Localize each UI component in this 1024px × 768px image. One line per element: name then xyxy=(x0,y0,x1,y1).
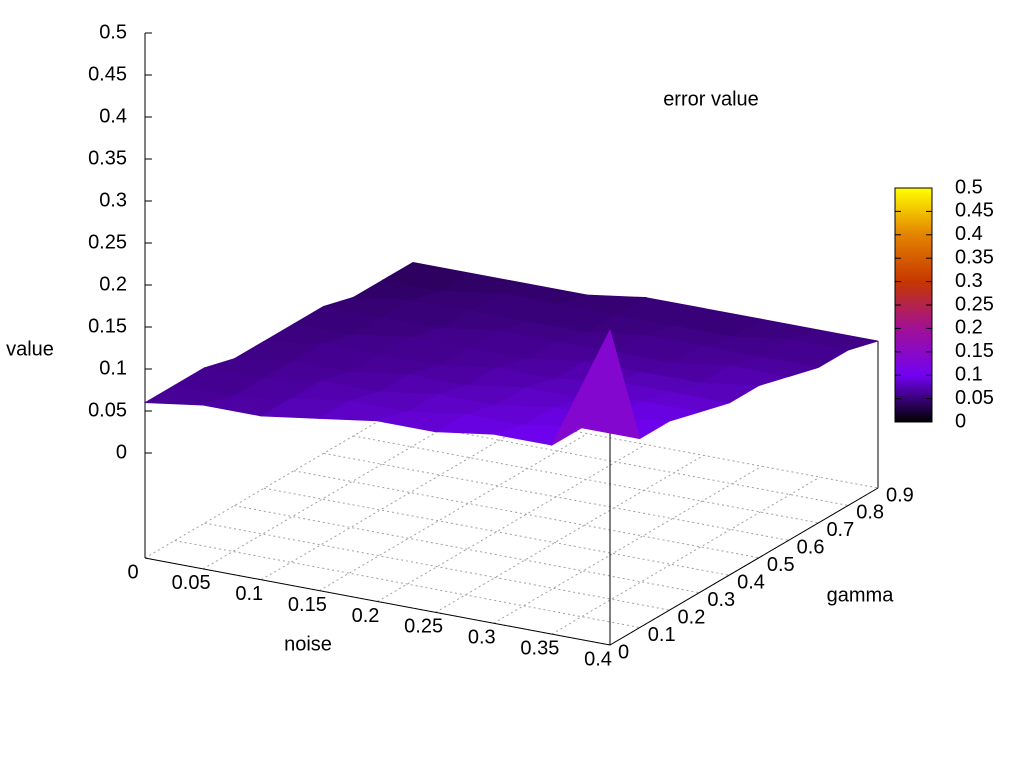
grid-line xyxy=(202,411,472,570)
colorbar-tick-label: 0.5 xyxy=(955,176,983,198)
grid-line xyxy=(377,444,646,602)
y-tick-label: 0.2 xyxy=(678,606,706,628)
grid-line xyxy=(383,417,849,506)
grid-line xyxy=(493,465,763,624)
colorbar-tick-label: 0.35 xyxy=(955,246,994,268)
x-tick-label: 0.25 xyxy=(404,616,443,638)
y-tick-label: 0.3 xyxy=(707,589,735,611)
y-tick-label: 0.7 xyxy=(826,519,854,541)
x-tick-label: 0.05 xyxy=(172,572,211,594)
grid-line xyxy=(204,522,670,611)
y-axis-label: gamma xyxy=(827,584,895,606)
colorbar-tick-label: 0.4 xyxy=(955,223,983,245)
grid-line xyxy=(293,470,759,559)
grid-line xyxy=(353,435,819,524)
x-tick-label: 0 xyxy=(127,561,138,583)
colorbar-tick-label: 0.2 xyxy=(955,317,983,339)
colorbar-tick-label: 0.25 xyxy=(955,293,994,315)
z-tick-label: 0 xyxy=(116,441,127,463)
grid-line xyxy=(174,540,640,629)
z-tick-label: 0.5 xyxy=(99,21,127,43)
surface-patch xyxy=(550,328,641,447)
z-tick-label: 0.3 xyxy=(99,189,127,211)
y-tick-label: 0.5 xyxy=(767,554,795,576)
y-tick-label: 0.6 xyxy=(797,537,825,559)
colorbar xyxy=(894,187,933,423)
grid-line xyxy=(551,476,821,635)
chart-title: error value xyxy=(663,88,759,110)
z-tick-label: 0.1 xyxy=(99,357,127,379)
x-tick-label: 0.2 xyxy=(352,605,380,627)
z-tick-label: 0.35 xyxy=(88,147,127,169)
grid-line xyxy=(323,452,789,541)
grid-line xyxy=(319,433,588,592)
x-tick-label: 0.35 xyxy=(520,637,559,659)
colorbar-tick-label: 0 xyxy=(955,410,966,432)
grid-line xyxy=(412,400,879,489)
z-tick-label: 0.05 xyxy=(88,399,127,421)
x-axis-label: noise xyxy=(284,633,332,655)
y-tick-label: 0.4 xyxy=(737,572,765,594)
grid-line xyxy=(264,487,730,576)
x-tick-label: 0.3 xyxy=(468,627,496,649)
grid-line xyxy=(260,422,530,581)
y-tick-label: 0.1 xyxy=(648,624,676,646)
z-tick-label: 0.15 xyxy=(88,315,127,337)
z-axis-label: value xyxy=(6,338,54,360)
y-tick-label: 0 xyxy=(618,641,629,663)
z-tick-label: 0.45 xyxy=(88,63,127,85)
colorbar-tick-label: 0.15 xyxy=(955,340,994,362)
grid-line xyxy=(435,454,704,613)
grid-line xyxy=(234,505,700,594)
grid-line xyxy=(144,400,414,559)
colorbar-tick-label: 0.3 xyxy=(955,270,983,292)
x-tick-label: 0.4 xyxy=(584,648,612,670)
colorbar-tick-label: 0.1 xyxy=(955,363,983,385)
x-tick-label: 0.15 xyxy=(288,594,327,616)
z-tick-label: 0.4 xyxy=(99,105,127,127)
y-tick-label: 0.8 xyxy=(856,502,884,524)
colorbar-tick-label: 0.45 xyxy=(955,200,994,222)
z-tick-label: 0.2 xyxy=(99,273,127,295)
colorbar-tick-label: 0.05 xyxy=(955,387,994,409)
z-tick-label: 0.25 xyxy=(88,231,127,253)
x-tick-label: 0.1 xyxy=(235,583,263,605)
y-tick-label: 0.9 xyxy=(886,484,914,506)
